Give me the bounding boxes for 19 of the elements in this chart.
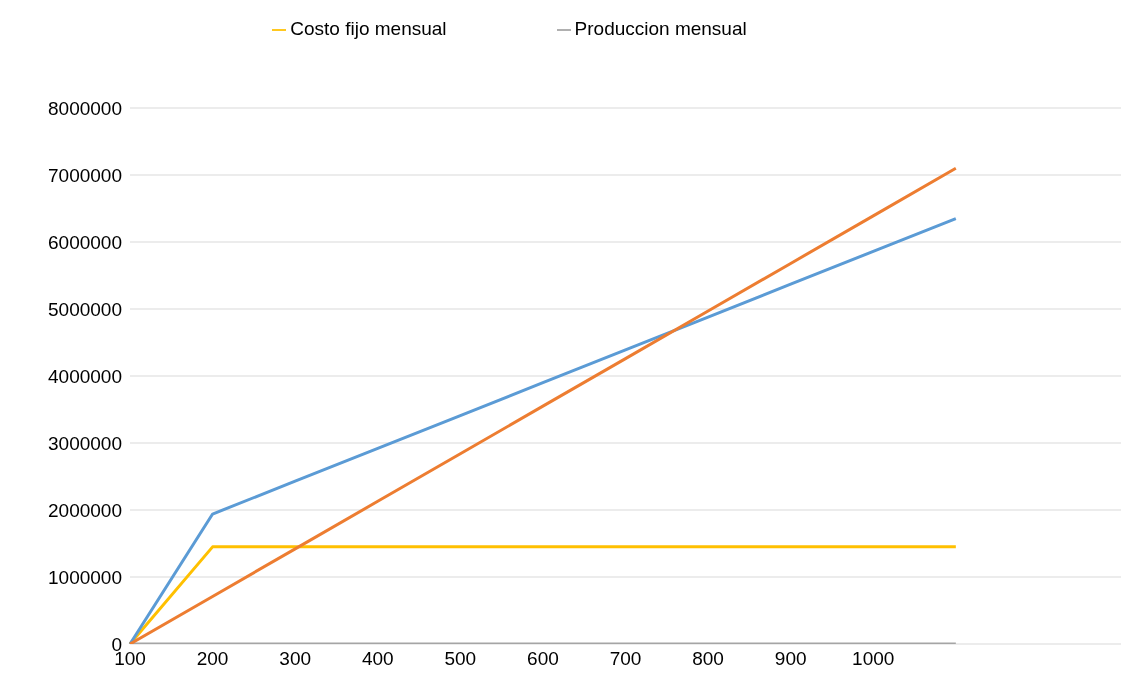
y-tick-label: 3000000 <box>48 432 122 454</box>
legend-label: Costo fijo mensual <box>290 18 447 39</box>
x-tick-label: 800 <box>692 648 724 670</box>
y-tick-label: 2000000 <box>48 499 122 521</box>
x-tick-label: 500 <box>444 648 477 670</box>
y-tick-label: 8000000 <box>48 97 122 119</box>
x-tick-label: 600 <box>527 648 559 670</box>
y-tick-label: 4000000 <box>48 365 122 387</box>
x-tick-label: 400 <box>361 648 394 670</box>
x-tick-label: 300 <box>279 648 312 670</box>
y-tick-label: 7000000 <box>48 164 122 186</box>
y-tick-label: 6000000 <box>48 231 122 253</box>
x-tick-label: 200 <box>196 648 229 670</box>
x-tick-label: 700 <box>609 648 642 670</box>
x-tick-label: 1000 <box>852 648 895 670</box>
y-tick-label: 1000000 <box>48 566 122 588</box>
x-tick-label: 900 <box>774 648 807 670</box>
legend-label: Produccion mensual <box>574 18 747 39</box>
y-tick-label: 5000000 <box>48 298 122 320</box>
